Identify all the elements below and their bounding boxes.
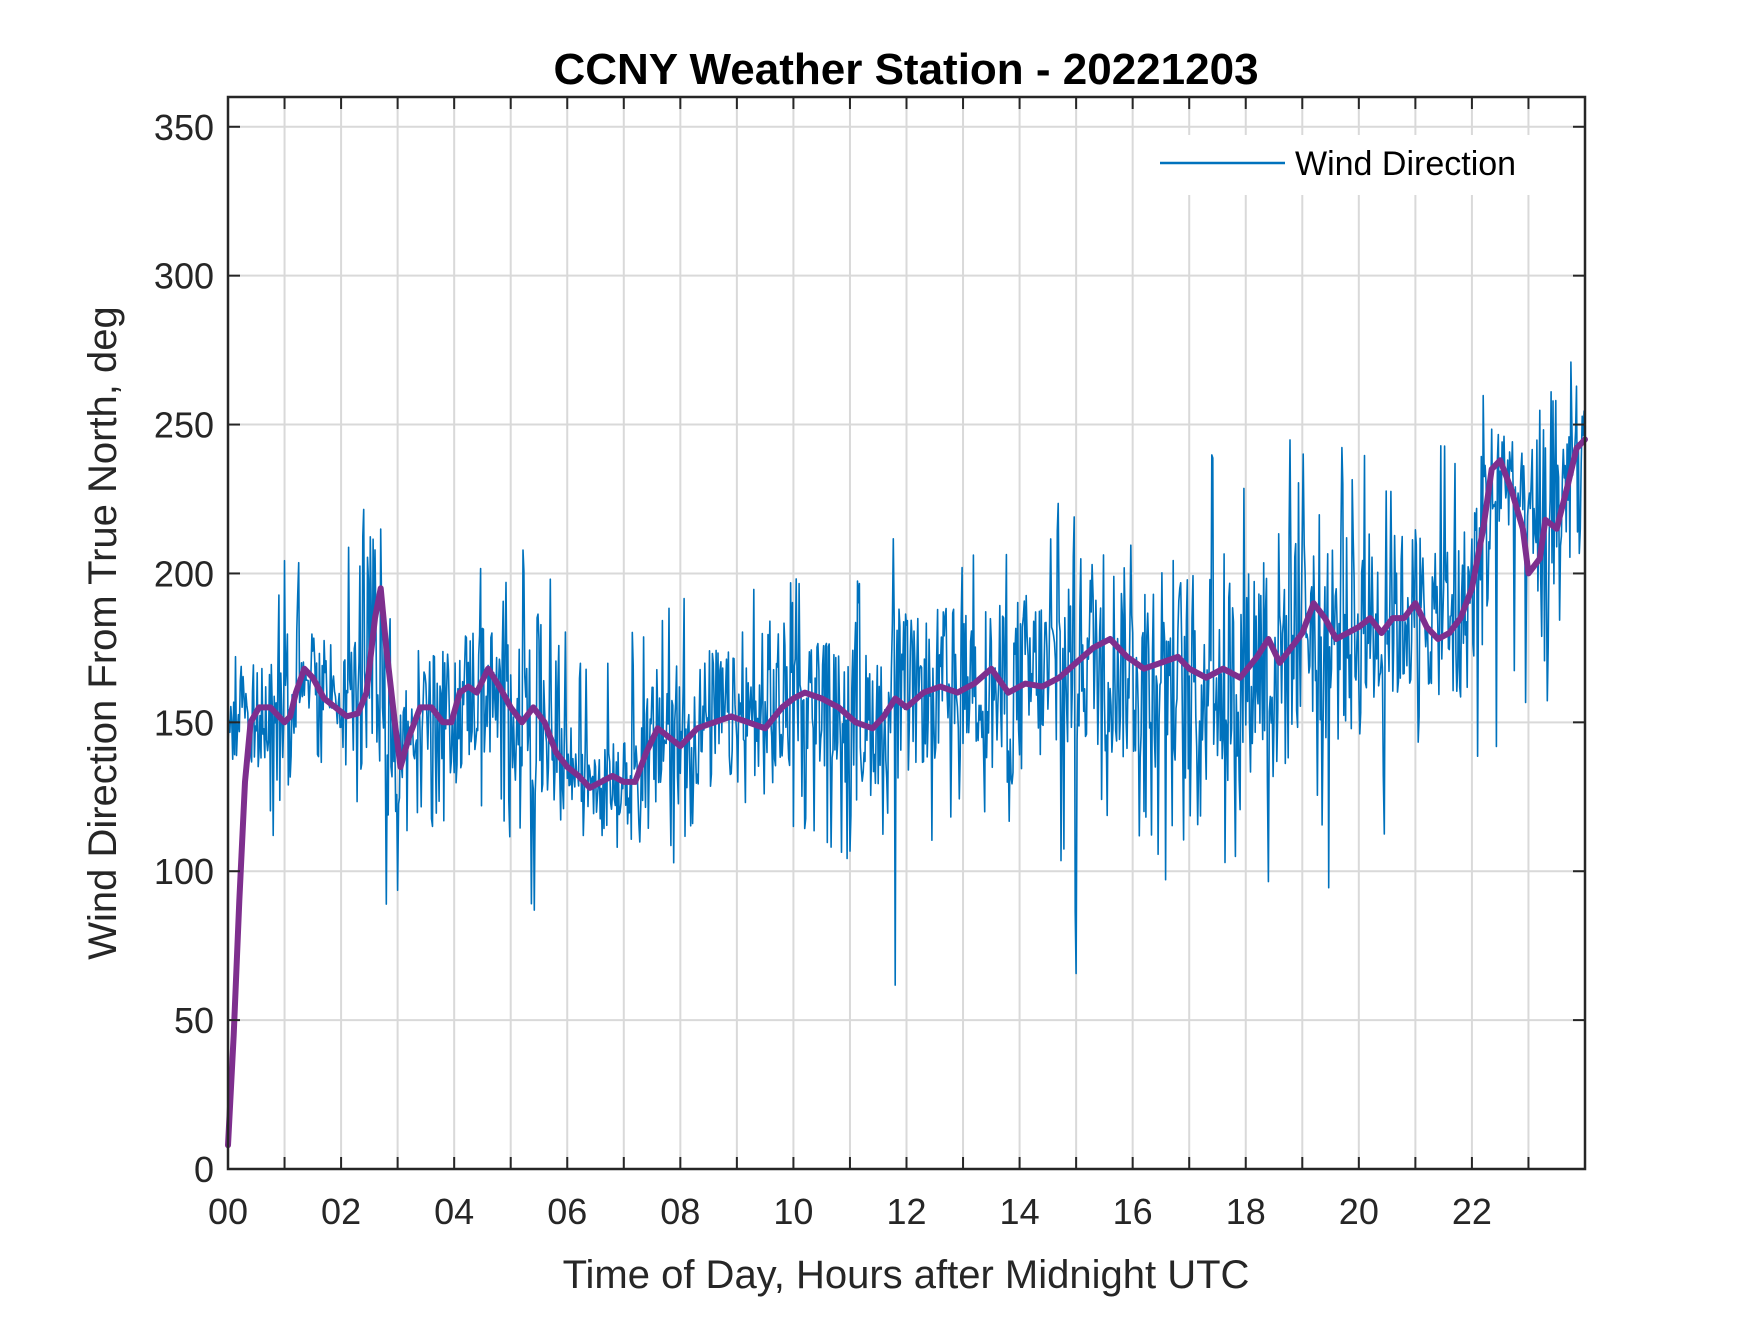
x-tick-label: 18 (1226, 1191, 1266, 1232)
series-smoothed-line (225, 436, 1588, 1149)
x-tick-label: 22 (1452, 1191, 1492, 1232)
x-tick-label: 16 (1113, 1191, 1153, 1232)
x-tick-label: 10 (773, 1191, 813, 1232)
x-tick-label: 00 (208, 1191, 248, 1232)
tick-layer: 00 02 04 06 08 10 12 14 16 18 20 22 0 50 100 150 200 250 3… (154, 97, 1585, 1232)
legend: Wind Direction (1140, 135, 1580, 195)
y-tick-label: 300 (154, 256, 214, 297)
x-tick-label: 14 (1000, 1191, 1040, 1232)
x-axis-label: Time of Day, Hours after Midnight UTC (563, 1253, 1250, 1297)
x-tick-label: 08 (660, 1191, 700, 1232)
y-tick-label: 50 (174, 1000, 214, 1041)
y-tick-label: 250 (154, 405, 214, 446)
y-tick-label: 200 (154, 553, 214, 594)
legend-box (1140, 135, 1580, 195)
legend-label-wind-direction: Wind Direction (1295, 145, 1516, 183)
y-tick-label: 0 (194, 1149, 214, 1190)
y-tick-label: 100 (154, 851, 214, 892)
x-tick-label: 04 (434, 1191, 474, 1232)
x-tick-label: 20 (1339, 1191, 1379, 1232)
x-tick-label: 06 (547, 1191, 587, 1232)
x-tick-label: 02 (321, 1191, 361, 1232)
y-axis-label: Wind Direction From True North, deg (81, 306, 125, 960)
chart-title: CCNY Weather Station - 20221203 (553, 45, 1258, 94)
y-tick-label: 150 (154, 702, 214, 743)
series-wind-direction-line (227, 361, 1586, 986)
x-tick-label: 12 (886, 1191, 926, 1232)
series-layer (225, 361, 1588, 1149)
y-tick-label: 350 (154, 107, 214, 148)
